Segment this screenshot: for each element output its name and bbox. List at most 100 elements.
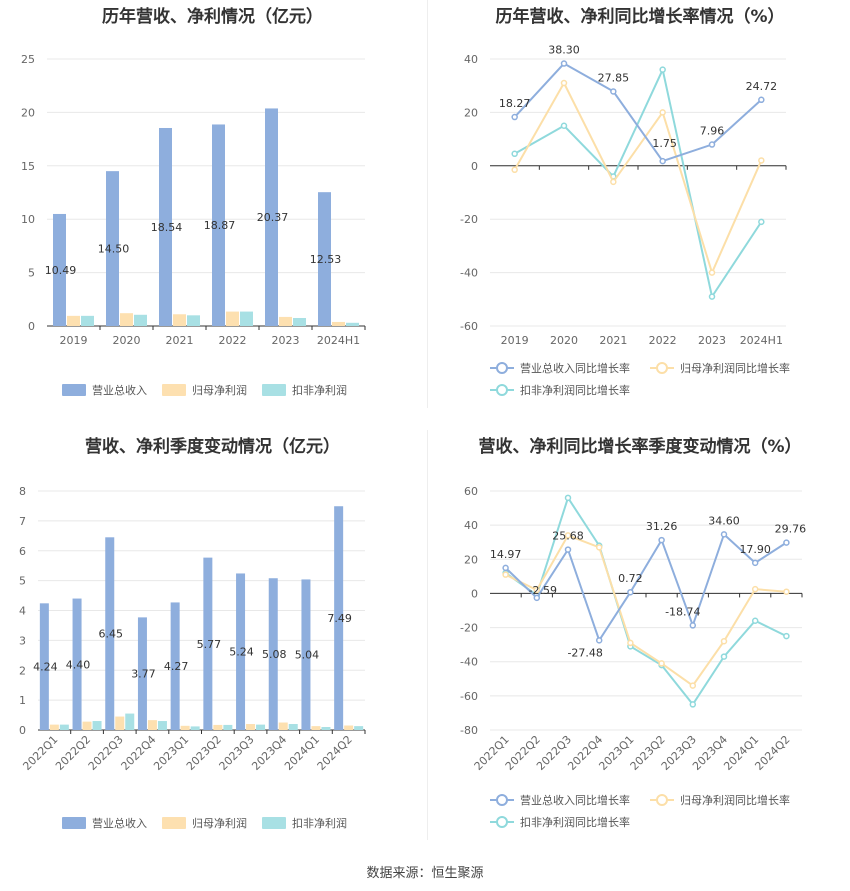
x-tick-label: 2021 — [166, 334, 194, 347]
data-label: 18.54 — [151, 221, 183, 234]
y-tick-label: 15 — [21, 160, 35, 173]
x-tick-label: 2022Q2 — [53, 733, 93, 773]
legend-label: 归母净利润 — [192, 383, 247, 397]
y-tick-label: 40 — [464, 53, 478, 66]
data-point — [758, 157, 765, 164]
legend-swatch — [162, 817, 186, 829]
x-tick-label: 2024Q2 — [752, 733, 792, 773]
series-line — [505, 534, 787, 688]
bar-revenue — [137, 617, 147, 730]
bar-revenue — [268, 578, 278, 730]
quarterly-revenue-profit-chart: 营收、净利季度变动情况（亿元） 0 1 2 3 4 5 6 7 8 2022Q1 2022Q2 202… — [0, 430, 425, 845]
y-tick-label: 2 — [19, 664, 26, 677]
x-tick-label: 2020 — [550, 334, 578, 347]
annual-line-svg: -60 -40 -20 0 20 40 2019 2020 2021 2022 2023 2024H1… — [460, 44, 790, 397]
data-source: 数据来源：恒生聚源 — [366, 866, 484, 881]
y-tick-label: 60 — [464, 485, 478, 498]
data-label: 4.40 — [66, 658, 91, 671]
x-tick-label: 2022 — [649, 334, 677, 347]
data-point — [751, 617, 759, 624]
y-tick-label: 0 — [28, 320, 35, 333]
legend-label: 营业总收入同比增长率 — [520, 361, 630, 375]
data-label: 7.96 — [700, 125, 725, 138]
bar-net-profit — [67, 315, 80, 326]
data-point — [595, 544, 603, 551]
data-label: 12.53 — [310, 253, 342, 266]
bar-revenue — [39, 603, 49, 730]
y-tick-label: 6 — [19, 545, 26, 558]
y-tick-label: -20 — [460, 622, 478, 635]
x-tick-label: 2023Q1 — [151, 733, 191, 773]
data-label: 18.27 — [499, 97, 531, 110]
x-tick-label: 2024H1 — [740, 334, 783, 347]
legend-marker — [656, 362, 668, 374]
annual-revenue-profit-chart: 历年营收、净利情况（亿元） 0 5 10 15 20 25 2019 2020 2021 2022… — [0, 0, 425, 410]
data-point — [708, 141, 716, 148]
bar-net-profit — [115, 716, 125, 730]
chart-title: 营收、净利同比增长率季度变动情况（%） — [478, 437, 802, 457]
x-tick-label: 2022Q4 — [119, 733, 159, 773]
x-tick-label: 2023 — [698, 334, 726, 347]
data-label: 34.60 — [708, 514, 740, 527]
legend-label: 营业总收入同比增长率 — [520, 793, 630, 807]
data-point — [511, 166, 518, 174]
x-tick-label: 2020 — [113, 334, 141, 347]
bar-net-profit — [279, 316, 292, 326]
y-tick-label: 4 — [19, 605, 26, 618]
data-label: 20.37 — [257, 211, 289, 224]
x-tick-label: 2019 — [60, 334, 88, 347]
data-point — [502, 571, 509, 578]
x-tick-label: 2024Q2 — [315, 733, 355, 773]
data-point — [502, 564, 509, 572]
bar-deducted-profit — [190, 726, 200, 730]
chart-title: 历年营收、净利同比增长率情况（%） — [495, 7, 785, 27]
data-label: 25.68 — [552, 530, 584, 543]
data-point — [533, 594, 541, 602]
y-tick-label: 0 — [19, 724, 26, 737]
x-tick-label: 2022Q1 — [20, 733, 60, 773]
y-tick-label: 0 — [471, 160, 478, 173]
bar-revenue — [265, 108, 278, 327]
bar-net-profit — [311, 726, 321, 730]
series-line — [504, 532, 787, 643]
data-point — [659, 157, 666, 165]
bar-deducted-profit — [346, 322, 359, 326]
y-tick-label: 20 — [21, 106, 35, 119]
annual-bar-svg: 0 5 10 15 20 25 2019 2020 2021 2022 2023 2024H1 10.4… — [21, 53, 366, 397]
data-label: -18.74 — [665, 605, 700, 618]
bar-deducted-profit — [354, 726, 364, 730]
legend-swatch — [162, 384, 186, 396]
bar-revenue — [53, 213, 66, 326]
y-tick-label: 40 — [464, 519, 478, 532]
data-point — [689, 622, 697, 629]
chart-title: 历年营收、净利情况（亿元） — [102, 7, 323, 27]
data-label: 1.75 — [652, 137, 677, 150]
bar-revenue — [105, 537, 115, 730]
bar-revenue — [203, 557, 213, 730]
x-tick-label: 2019 — [501, 334, 529, 347]
bar-revenue — [72, 598, 82, 730]
data-point — [720, 637, 728, 645]
legend-label: 扣非净利润 — [292, 383, 347, 397]
bar-deducted-profit — [223, 724, 233, 730]
bar-net-profit — [120, 313, 133, 326]
y-tick-label: -40 — [460, 656, 478, 669]
data-point — [783, 632, 790, 640]
data-point — [758, 96, 765, 104]
panel-divider-top — [427, 0, 428, 408]
data-point — [511, 113, 518, 121]
legend-label: 扣非净利润同比增长率 — [520, 383, 630, 397]
legend-swatch — [62, 384, 86, 396]
data-point — [610, 178, 617, 186]
bar-net-profit — [344, 725, 354, 730]
data-label: 0.72 — [618, 572, 643, 585]
bar-revenue — [236, 573, 246, 730]
data-point — [627, 588, 634, 596]
bar-revenue — [301, 579, 311, 730]
legend-label: 归母净利润同比增长率 — [680, 793, 790, 807]
x-tick-label: 2024H1 — [317, 334, 360, 347]
bar-revenue — [170, 602, 180, 730]
data-point — [689, 682, 697, 689]
data-label: 24.72 — [746, 80, 778, 93]
legend-label: 归母净利润 — [192, 816, 247, 830]
